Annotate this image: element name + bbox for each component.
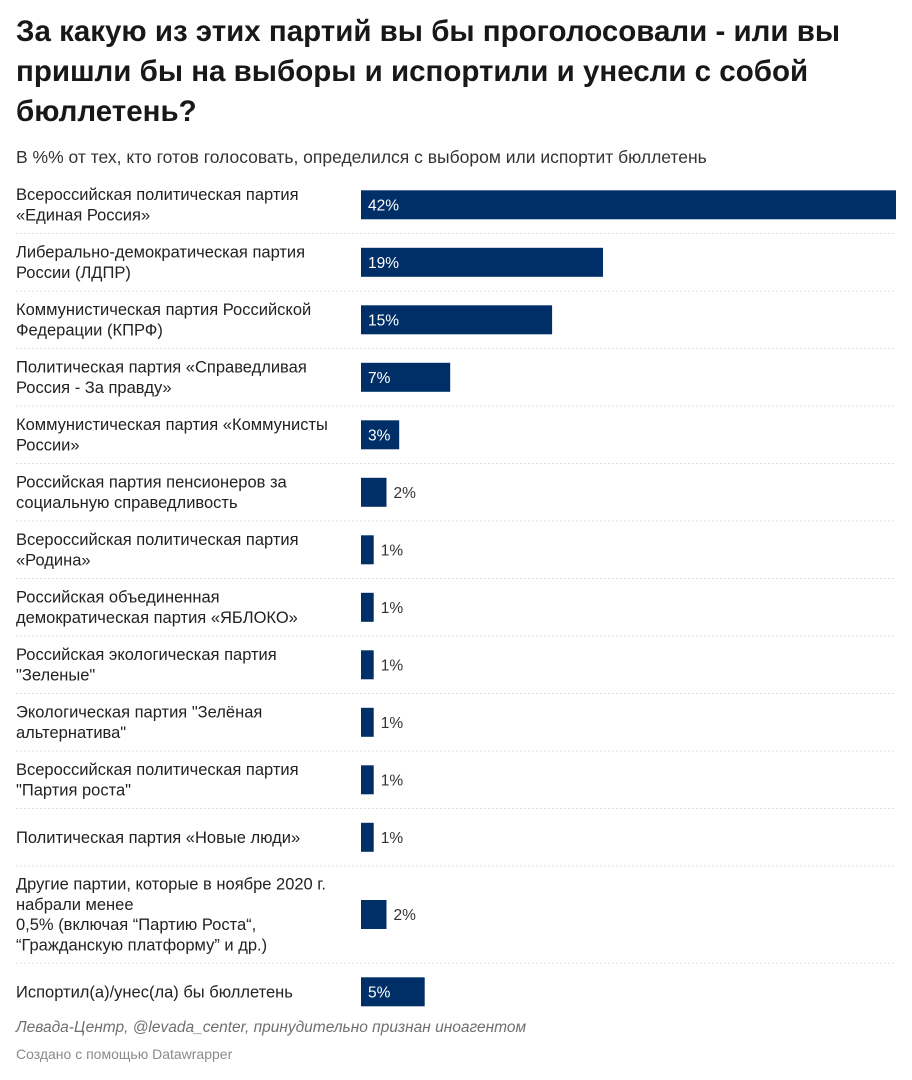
bar <box>361 420 400 450</box>
datawrapper-credit: Создано с помощью Datawrapper <box>16 1046 233 1062</box>
value-label: 42% <box>368 197 399 214</box>
bar <box>361 650 374 680</box>
category-label: Российская партия пенсионеров за социальн… <box>16 474 288 512</box>
category-label: Другие партии, которые в ноябре 2020 г. н… <box>16 876 326 955</box>
category-label: Коммунистическая партия «Коммунисты Росси… <box>16 416 328 454</box>
bar <box>361 362 451 392</box>
category-label: Всероссийская политическая партия «Единая… <box>16 186 299 224</box>
value-label: 1% <box>381 600 404 617</box>
category-label: Либерально-демократическая партия России … <box>16 244 305 282</box>
category-label: Экологическая партия "Зелёная альтернатив… <box>16 704 262 742</box>
value-label: 2% <box>393 485 416 502</box>
bar <box>361 477 387 507</box>
bar <box>361 190 896 220</box>
category-label: Испортил(а)/унес(ла) бы бюллетень <box>16 983 293 1001</box>
value-label: 1% <box>381 772 404 789</box>
category-label: Политическая партия «Справедливая Россия … <box>16 359 307 397</box>
bar <box>361 707 374 737</box>
bar <box>361 977 425 1007</box>
category-label: Российская экологическая партия "Зеленые" <box>16 646 277 684</box>
bar <box>361 247 603 277</box>
value-label: 1% <box>381 715 404 732</box>
value-label: 19% <box>368 255 399 272</box>
value-label: 15% <box>368 312 399 329</box>
bar <box>361 535 374 565</box>
chart-subtitle: В %% от тех, кто готов голосовать, опред… <box>16 147 707 167</box>
value-label: 2% <box>393 907 416 924</box>
category-label: Политическая партия «Новые люди» <box>16 829 300 847</box>
value-label: 1% <box>381 830 404 847</box>
value-label: 3% <box>368 427 391 444</box>
category-label: Всероссийская политическая партия «Родина… <box>16 531 299 569</box>
value-label: 5% <box>368 984 391 1001</box>
chart-title: За какую из этих партий вы бы проголосов… <box>16 15 841 128</box>
value-label: 1% <box>381 542 404 559</box>
category-label: Всероссийская политическая партия "Партия… <box>16 761 299 799</box>
category-label: Коммунистическая партия Российской Федера… <box>16 301 311 339</box>
bar <box>361 765 374 795</box>
source-note: Левада-Центр, @levada_center, принудител… <box>16 1019 527 1036</box>
bar <box>361 305 553 335</box>
bar <box>361 900 387 929</box>
bar <box>361 592 374 622</box>
category-label: Российская объединенная демократическая п… <box>16 589 298 627</box>
bar <box>361 822 374 852</box>
value-label: 7% <box>368 370 391 387</box>
value-label: 1% <box>381 657 404 674</box>
